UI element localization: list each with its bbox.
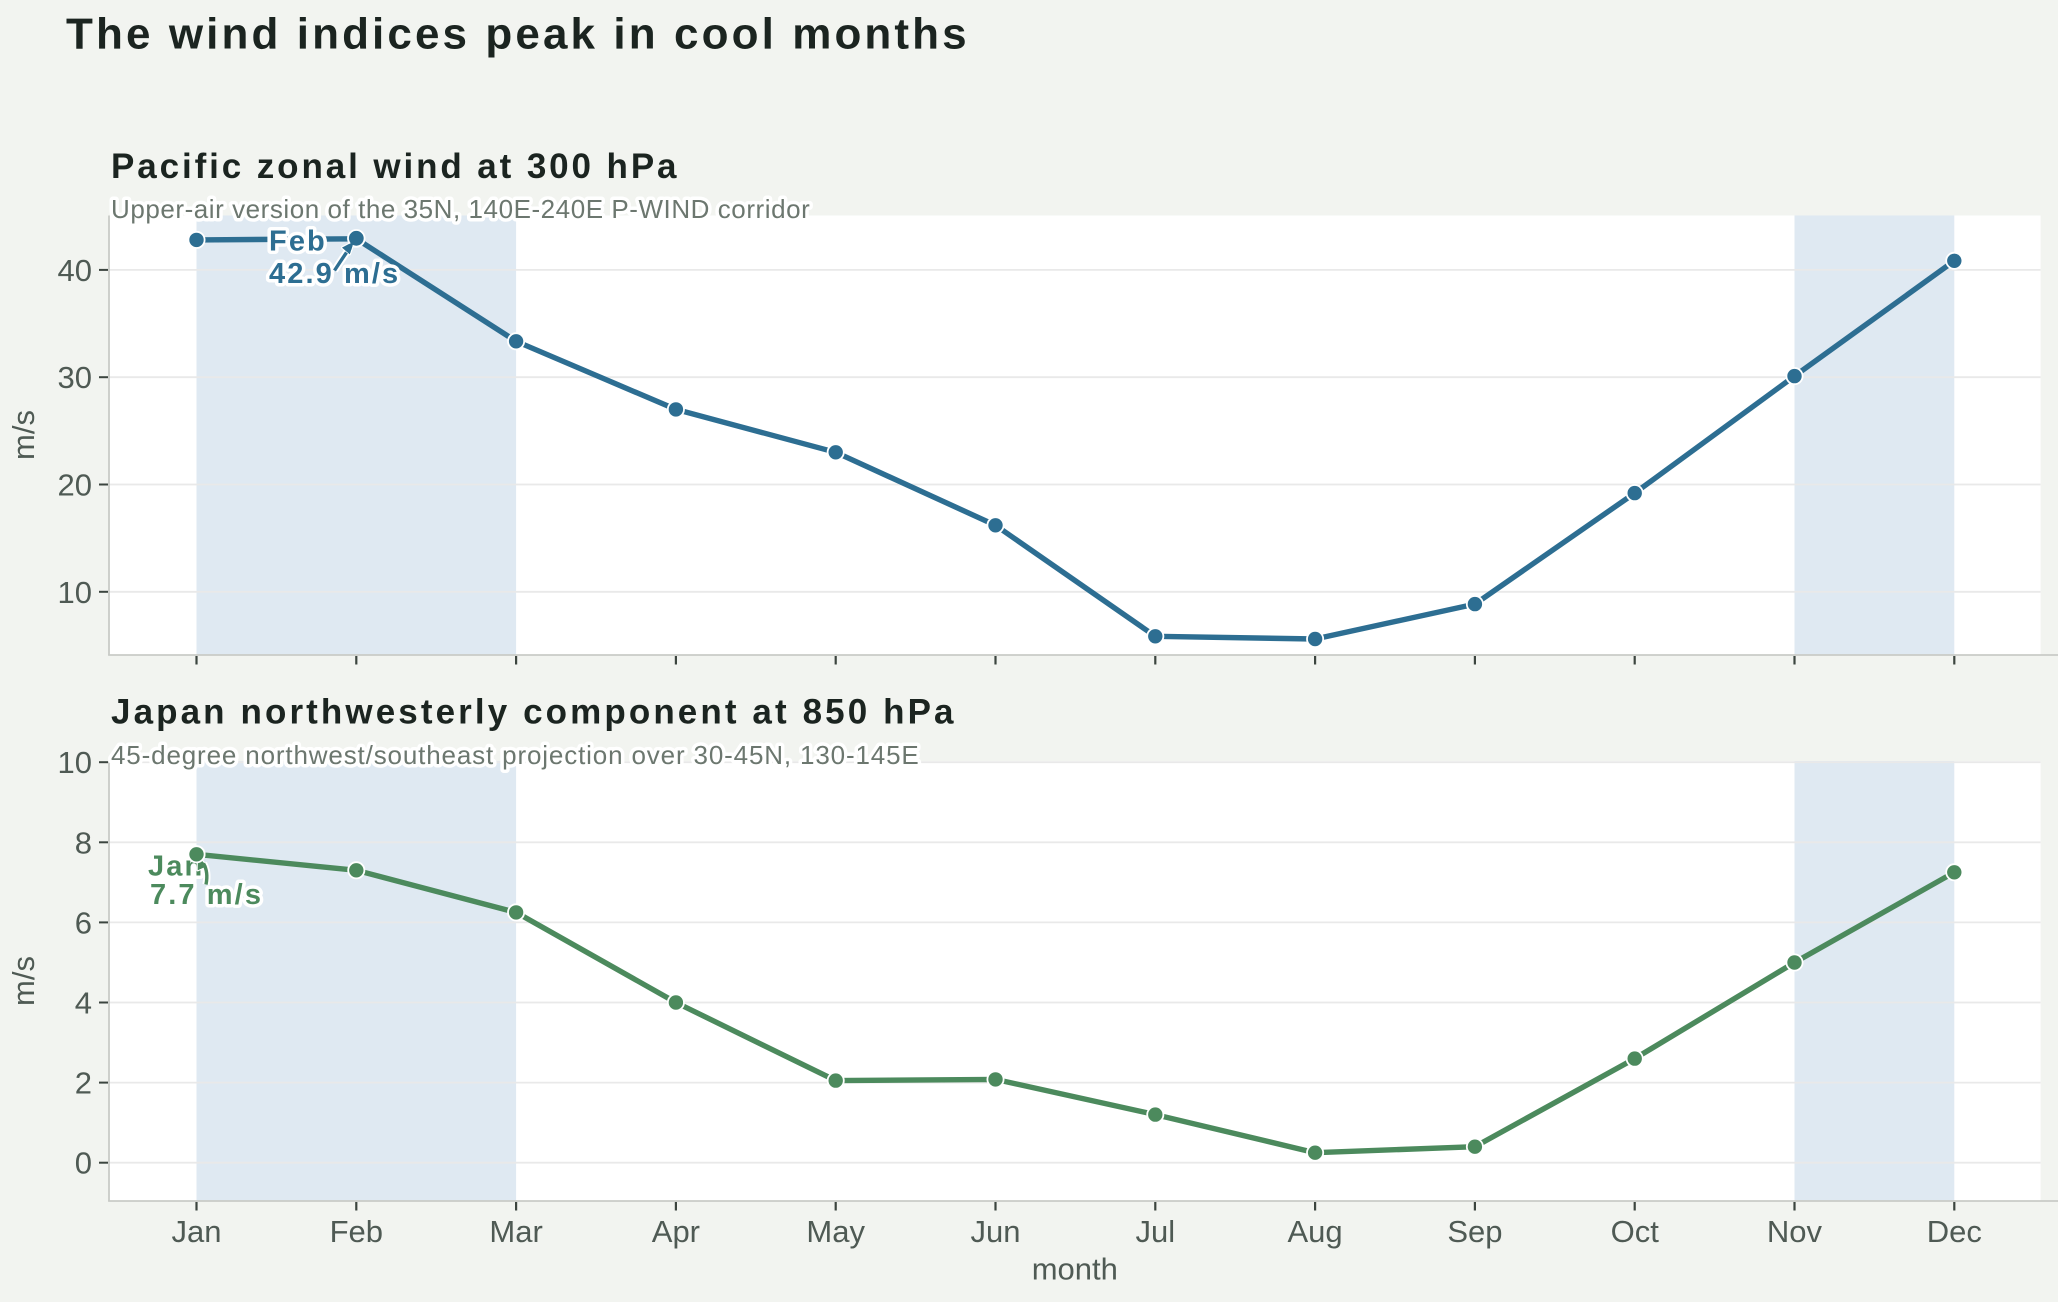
- svg-text:m/s: m/s: [6, 410, 41, 460]
- svg-text:m/s: m/s: [6, 956, 41, 1006]
- svg-text:The wind indices peak in cool: The wind indices peak in cool months: [66, 10, 970, 59]
- svg-text:Mar: Mar: [489, 1214, 542, 1249]
- svg-text:Oct: Oct: [1611, 1214, 1660, 1249]
- svg-text:8: 8: [75, 825, 92, 860]
- svg-text:Jul: Jul: [1135, 1214, 1175, 1249]
- svg-text:May: May: [806, 1214, 865, 1249]
- svg-text:4: 4: [75, 986, 92, 1021]
- svg-text:Upper-air version of the 35N,: Upper-air version of the 35N, 140E-240E …: [111, 194, 810, 224]
- svg-text:Jan: Jan: [172, 1214, 222, 1249]
- svg-text:2: 2: [75, 1066, 92, 1101]
- svg-text:Jun: Jun: [971, 1214, 1021, 1249]
- svg-text:42.9 m/s: 42.9 m/s: [269, 258, 400, 290]
- svg-text:Dec: Dec: [1927, 1214, 1982, 1249]
- svg-text:Pacific zonal wind at 300 hPa: Pacific zonal wind at 300 hPa: [111, 147, 679, 186]
- svg-text:10: 10: [58, 745, 92, 780]
- svg-text:Japan northwesterly component: Japan northwesterly component at 850 hPa: [111, 693, 957, 732]
- svg-text:Nov: Nov: [1767, 1214, 1823, 1249]
- svg-text:Aug: Aug: [1288, 1214, 1343, 1249]
- svg-text:30: 30: [58, 360, 92, 395]
- svg-text:Feb: Feb: [330, 1214, 383, 1249]
- svg-text:Feb: Feb: [269, 226, 327, 258]
- svg-text:40: 40: [58, 253, 92, 288]
- svg-text:45-degree northwest/southeast: 45-degree northwest/southeast projection…: [111, 740, 920, 770]
- svg-text:10: 10: [58, 575, 92, 610]
- svg-text:0: 0: [75, 1146, 92, 1181]
- svg-text:20: 20: [58, 468, 92, 503]
- svg-text:month: month: [1032, 1252, 1118, 1287]
- svg-text:Apr: Apr: [652, 1214, 700, 1249]
- svg-text:Sep: Sep: [1447, 1214, 1502, 1249]
- svg-text:6: 6: [75, 905, 92, 940]
